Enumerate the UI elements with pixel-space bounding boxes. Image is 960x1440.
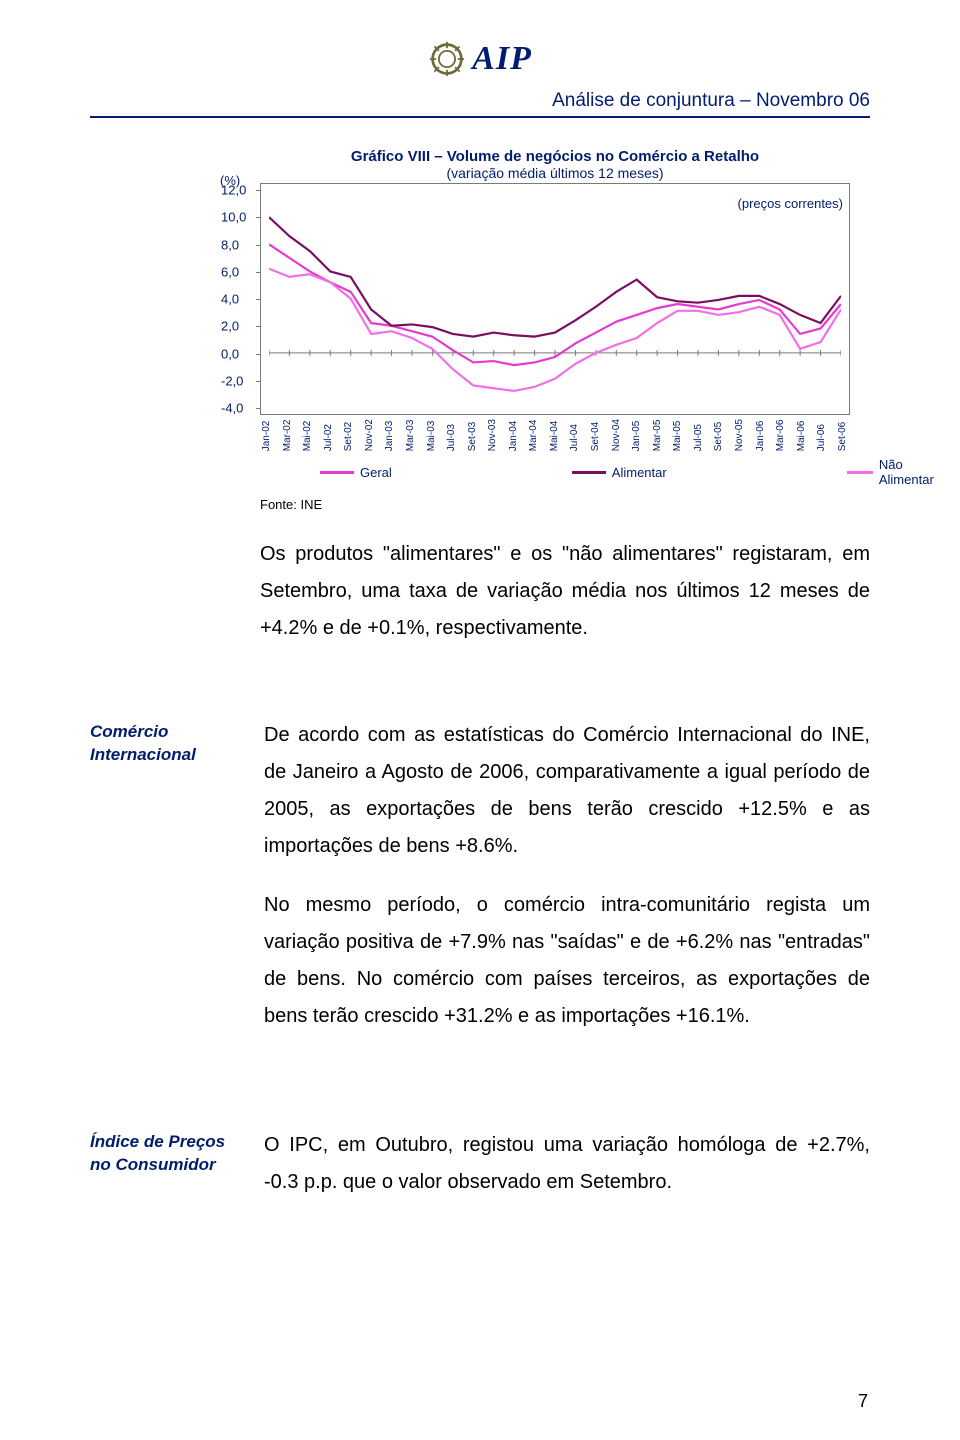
chart-x-tick: Mai-02	[303, 419, 313, 451]
chart-legend: Geral Alimentar Não Alimentar	[260, 457, 850, 487]
chart-source: Fonte: INE	[260, 497, 870, 512]
section-label: Índice de Preços no Consumidor	[90, 1127, 264, 1223]
page-header: AIP	[90, 40, 870, 84]
chart-x-tick: Jul-05	[694, 419, 704, 451]
chart-x-tick: Jul-06	[817, 419, 827, 451]
chart-x-tick: Set-06	[838, 419, 848, 451]
chart-x-tick: Jul-04	[570, 419, 580, 451]
chart-y-tick: 6,0	[221, 264, 239, 279]
page-number: 7	[858, 1391, 868, 1412]
chart-y-tick: -4,0	[221, 401, 243, 416]
para-after-chart: Os produtos "alimentares" e os "não alim…	[260, 536, 870, 647]
chart-x-tick: Jan-05	[632, 419, 642, 451]
chart-x-tick: Jan-02	[262, 419, 272, 451]
chart-x-tick: Mar-02	[283, 419, 293, 451]
paragraph: O IPC, em Outubro, registou uma variação…	[264, 1127, 870, 1201]
chart-series-line	[269, 269, 841, 391]
chart-x-labels: Jan-02 Mar-02 Mai-02 Jul-02 Set-02 Nov-02 Jan-…	[260, 419, 850, 451]
section-label: Comércio Internacional	[90, 717, 264, 1057]
chart-y-tick: -2,0	[221, 373, 243, 388]
legend-swatch	[847, 471, 873, 474]
chart-subtitle: (variação média últimos 12 meses)	[260, 165, 850, 181]
chart-lines-svg	[269, 190, 841, 407]
chart-x-tick: Mar-03	[406, 419, 416, 451]
chart-x-tick: Jan-03	[385, 419, 395, 451]
chart-viii: Gráfico VIII – Volume de negócios no Com…	[260, 148, 850, 487]
legend-item-nao-alimentar: Não Alimentar	[847, 457, 942, 487]
chart-y-tick: 8,0	[221, 237, 239, 252]
chart-x-tick: Mar-04	[529, 419, 539, 451]
chart-x-tick: Set-02	[344, 419, 354, 451]
legend-item-geral: Geral	[320, 457, 392, 487]
section-comercio-internacional: Comércio Internacional De acordo com as …	[90, 717, 870, 1057]
chart-x-tick: Mar-06	[776, 419, 786, 451]
chart-x-tick: Mar-05	[653, 419, 663, 451]
legend-label: Geral	[360, 465, 392, 480]
section-body: O IPC, em Outubro, registou uma variação…	[264, 1127, 870, 1223]
chart-x-tick: Mai-06	[797, 419, 807, 451]
chart-x-tick: Mai-03	[427, 419, 437, 451]
legend-swatch	[320, 471, 354, 474]
chart-x-tick: Nov-04	[612, 419, 622, 451]
legend-label: Alimentar	[612, 465, 667, 480]
chart-x-tick: Nov-05	[735, 419, 745, 451]
paragraph: No mesmo período, o comércio intra-comun…	[264, 887, 870, 1035]
legend-swatch	[572, 471, 606, 474]
logo-text: AIP	[472, 40, 532, 78]
chart-x-tick: Mai-04	[550, 419, 560, 451]
chart-y-tick: 4,0	[221, 292, 239, 307]
chart-x-tick: Jan-04	[509, 419, 519, 451]
chart-x-tick: Jan-06	[756, 419, 766, 451]
logo: AIP	[428, 40, 532, 78]
section-ipc: Índice de Preços no Consumidor O IPC, em…	[90, 1127, 870, 1223]
chart-x-tick: Set-05	[714, 419, 724, 451]
legend-label: Não Alimentar	[879, 457, 942, 487]
chart-x-tick: Set-04	[591, 419, 601, 451]
chart-plot-area: (preços correntes) 12,010,08,06,04,02,00…	[260, 183, 850, 415]
chart-x-tick: Set-03	[468, 419, 478, 451]
chart-x-tick: Jul-02	[324, 419, 334, 451]
chart-y-tick: 10,0	[221, 210, 246, 225]
emblem-icon	[428, 41, 466, 77]
chart-x-tick: Mai-05	[673, 419, 683, 451]
chart-x-tick: Nov-02	[365, 419, 375, 451]
chart-y-tick: 0,0	[221, 346, 239, 361]
legend-item-alimentar: Alimentar	[572, 457, 667, 487]
chart-y-tick: 12,0	[221, 183, 246, 198]
chart-y-tick: 2,0	[221, 319, 239, 334]
chart-x-tick: Nov-03	[488, 419, 498, 451]
paragraph: De acordo com as estatísticas do Comérci…	[264, 717, 870, 865]
chart-title: Gráfico VIII – Volume de negócios no Com…	[260, 148, 850, 165]
page: AIP Análise de conjuntura – Novembro 06 …	[0, 0, 960, 1440]
section-body: De acordo com as estatísticas do Comérci…	[264, 717, 870, 1057]
chart-series-line	[269, 217, 841, 336]
chart-x-tick: Jul-03	[447, 419, 457, 451]
doc-title: Análise de conjuntura – Novembro 06	[90, 90, 870, 118]
